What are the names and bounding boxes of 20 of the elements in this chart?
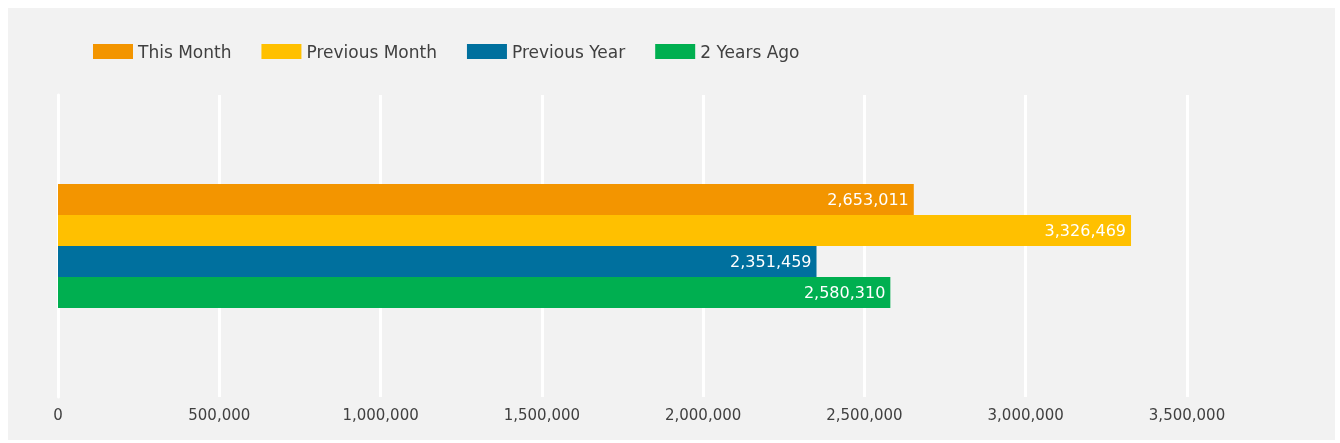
x-tick-label: 2,500,000 — [826, 405, 903, 424]
bar — [58, 246, 817, 277]
x-tick-label: 500,000 — [188, 405, 251, 424]
x-tick-label: 3,000,000 — [987, 405, 1064, 424]
data-label: 3,326,469 — [1044, 221, 1127, 240]
x-tick-label: 2,000,000 — [664, 405, 742, 424]
x-tick-label: 3,500,000 — [1148, 405, 1226, 424]
legend-label: 2 Years Ago — [700, 41, 800, 62]
data-label: 2,653,011 — [827, 190, 909, 209]
data-label: 2,351,459 — [730, 252, 812, 271]
legend-label: Previous Year — [511, 41, 626, 62]
data-label: 2,580,310 — [803, 283, 886, 302]
bar — [58, 184, 914, 215]
x-tick-label: 1,500,000 — [503, 405, 581, 424]
legend-label: This Month — [137, 41, 232, 62]
x-tick-label: 1,000,000 — [342, 405, 419, 424]
x-tick-label: 0 — [53, 405, 63, 424]
legend-label: Previous Month — [306, 41, 437, 62]
bar — [58, 215, 1132, 246]
bar — [58, 277, 891, 308]
